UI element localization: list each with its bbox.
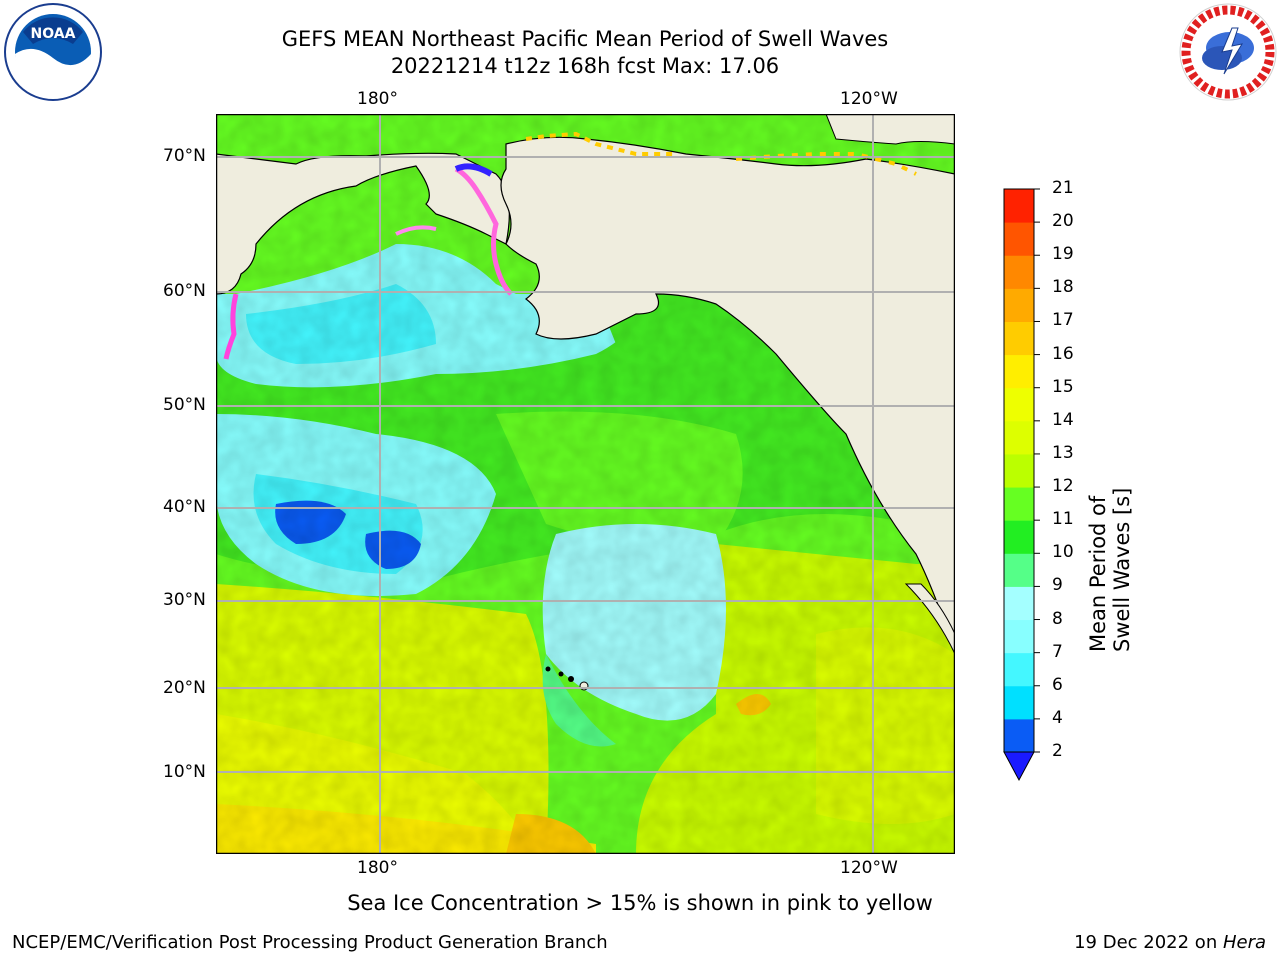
siberia-landmass <box>216 152 510 295</box>
svg-text:NOAA: NOAA <box>31 26 76 42</box>
colorbar-tick-label: 19 <box>1052 244 1074 265</box>
colorbar-swatch <box>1004 586 1034 621</box>
colorbar-tick-label: 14 <box>1052 409 1074 430</box>
colorbar-tick-label: 18 <box>1052 277 1074 298</box>
colorbar-tick-label: 21 <box>1052 178 1074 198</box>
colorbar-tick-label: 7 <box>1052 641 1063 662</box>
colorbar-swatch <box>1004 553 1034 587</box>
colorbar-tick-label: 16 <box>1052 343 1074 364</box>
north-america-landmass <box>500 136 955 655</box>
lon-label-top-120w: 120°W <box>840 89 898 109</box>
colorbar-swatch <box>1004 685 1034 720</box>
colorbar-swatch <box>1004 718 1034 753</box>
colorbar-swatch <box>1004 619 1034 654</box>
colorbar-tick-label: 12 <box>1052 476 1074 497</box>
lon-label-bottom-120w: 120°W <box>840 858 898 878</box>
map-subtitle: 20221214 t12z 168h fcst Max: 17.06 <box>390 54 780 78</box>
colorbar-swatch <box>1004 652 1034 687</box>
colorbar-tick-label: 9 <box>1052 575 1063 596</box>
colorbar-tick-label: 13 <box>1052 442 1074 463</box>
swell-period-map <box>216 114 955 854</box>
colorbar-swatch <box>1004 420 1034 455</box>
noaa-logo: NOAA <box>4 3 102 101</box>
lon-label-bottom-180: 180° <box>357 858 398 878</box>
colorbar-swatch <box>1004 520 1034 554</box>
colorbar <box>1003 188 1040 782</box>
colorbar-swatch <box>1004 487 1034 521</box>
colorbar-swatch <box>1004 321 1034 356</box>
colorbar-extend-arrow <box>1003 751 1035 782</box>
colorbar-swatch <box>1004 255 1034 289</box>
colorbar-swatch <box>1004 222 1034 256</box>
footer-date-text: 19 Dec 2022 on <box>1074 932 1223 953</box>
colorbar-tick-label: 4 <box>1052 707 1063 728</box>
footer-host: Hera <box>1222 932 1266 953</box>
lat-label-20n: 20°N <box>163 678 206 698</box>
sea-ice-note: Sea Ice Concentration > 15% is shown in … <box>347 891 933 915</box>
footer-date: 19 Dec 2022 on Hera <box>1074 932 1266 953</box>
colorbar-tick-label: 20 <box>1052 211 1074 232</box>
lat-label-70n: 70°N <box>163 146 206 166</box>
colorbar-swatch <box>1004 288 1034 322</box>
map-title: GEFS MEAN Northeast Pacific Mean Period … <box>281 27 889 51</box>
lat-label-10n: 10°N <box>163 762 206 782</box>
colorbar-swatch <box>1004 189 1034 223</box>
footer-credit: NCEP/EMC/Verification Post Processing Pr… <box>12 932 608 953</box>
lat-label-60n: 60°N <box>163 281 206 301</box>
lat-label-50n: 50°N <box>163 395 206 415</box>
colorbar-swatch <box>1004 453 1034 488</box>
colorbar-label: Mean Period of Swell Waves [s] <box>1086 487 1134 652</box>
colorbar-tick-label: 8 <box>1052 608 1063 629</box>
colorbar-tick-label: 10 <box>1052 542 1074 563</box>
graticule <box>216 114 955 854</box>
lat-label-40n: 40°N <box>163 497 206 517</box>
colorbar-swatch <box>1004 354 1034 389</box>
lat-label-30n: 30°N <box>163 590 206 610</box>
colorbar-tick-label: 2 <box>1052 741 1063 761</box>
lon-label-top-180: 180° <box>357 89 398 109</box>
colorbar-tick-label: 15 <box>1052 376 1074 397</box>
colorbar-tick-label: 17 <box>1052 310 1074 331</box>
colorbar-tick-label: 6 <box>1052 674 1063 695</box>
colorbar-swatch <box>1004 387 1034 422</box>
nws-logo <box>1179 3 1277 101</box>
colorbar-tick-label: 11 <box>1052 509 1074 530</box>
